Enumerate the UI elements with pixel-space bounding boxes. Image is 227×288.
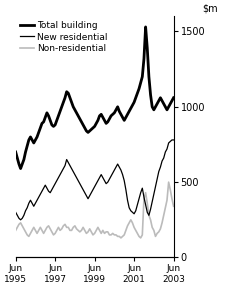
Text: $m: $m [202, 4, 218, 14]
Legend: Total building, New residential, Non-residential: Total building, New residential, Non-res… [20, 21, 108, 53]
